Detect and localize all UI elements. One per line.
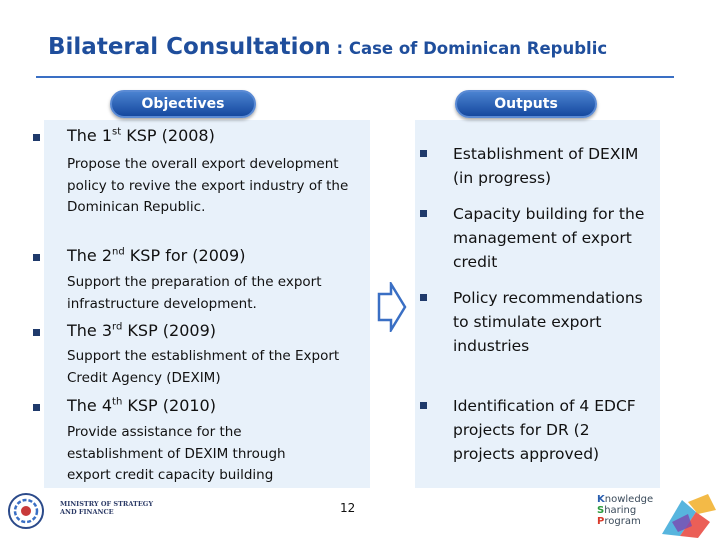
bullet-square-icon [420, 150, 427, 157]
bullet-square-icon [33, 329, 40, 336]
right-arrow-icon [377, 282, 407, 332]
bullet-square-icon [33, 134, 40, 141]
ministry-name: MINISTRY OF STRATEGY AND FINANCE [60, 500, 153, 516]
objective-heading: The 4th KSP (2010) [67, 396, 216, 415]
bullet-square-icon [420, 210, 427, 217]
ksp-logo-text: Knowledge Sharing Program [597, 494, 654, 527]
ksp-logo-icon [662, 494, 716, 538]
objective-description: Support the preparation of the export in… [67, 274, 322, 312]
outputs-header: Outputs [455, 90, 597, 118]
bullet-square-icon [420, 402, 427, 409]
objectives-panel [44, 120, 370, 488]
ministry-line-2: AND FINANCE [60, 508, 114, 516]
objective-heading: The 3rd KSP (2009) [67, 321, 216, 340]
output-item: Capacity building for the management of … [453, 205, 645, 271]
objectives-header: Objectives [110, 90, 256, 118]
objective-description: Support the establishment of the Export … [67, 348, 340, 386]
title-main: Bilateral Consultation [48, 34, 331, 60]
objective-description: Provide assistance for the establishment… [67, 424, 286, 483]
outputs-panel [415, 120, 660, 488]
title-subtitle: : Case of Dominican Republic [330, 39, 608, 58]
objective-heading: The 1st KSP (2008) [67, 126, 215, 145]
bullet-square-icon [33, 404, 40, 411]
output-item: Policy recommendations to stimulate expo… [453, 289, 643, 355]
ministry-line-1: MINISTRY OF STRATEGY [60, 500, 153, 508]
objective-description: Propose the overall export development p… [67, 156, 349, 215]
output-item: Establishment of DEXIM (in progress) [453, 145, 639, 187]
title-divider [36, 76, 674, 78]
output-item: Identification of 4 EDCF projects for DR… [453, 397, 636, 463]
objective-heading: The 2nd KSP for (2009) [67, 246, 246, 265]
page-title: Bilateral Consultation : Case of Dominic… [48, 34, 607, 60]
ministry-emblem-icon [8, 493, 44, 529]
bullet-square-icon [33, 254, 40, 261]
page-number: 12 [340, 501, 356, 515]
bullet-square-icon [420, 294, 427, 301]
